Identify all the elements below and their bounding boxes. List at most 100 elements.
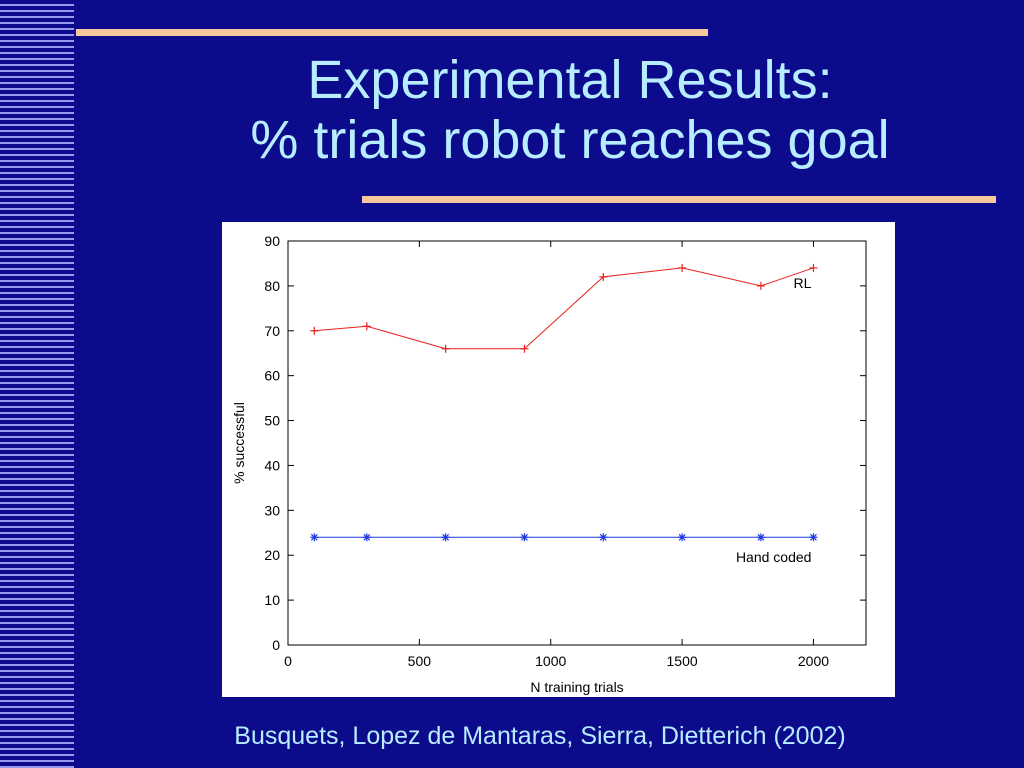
stripe: [0, 460, 74, 462]
stripe: [0, 454, 74, 456]
stripe: [0, 370, 74, 372]
stripe: [0, 352, 74, 354]
stripe: [0, 226, 74, 228]
stripe: [0, 394, 74, 396]
stripe: [0, 16, 74, 18]
stripe: [0, 766, 74, 768]
marker-stroke: [599, 533, 607, 541]
stripe: [0, 250, 74, 252]
stripe: [0, 430, 74, 432]
stripe: [0, 244, 74, 246]
stripe: [0, 310, 74, 312]
stripe: [0, 322, 74, 324]
stripe: [0, 658, 74, 660]
marker-stroke: [521, 533, 528, 541]
stripe: [0, 268, 74, 270]
y-tick-label: 60: [264, 368, 280, 384]
y-tick-label: 40: [264, 457, 280, 473]
data-point-hand-coded: [310, 533, 319, 542]
y-tick-label: 0: [272, 637, 280, 653]
stripe: [0, 376, 74, 378]
stripe: [0, 238, 74, 240]
y-tick-label: 90: [264, 233, 280, 249]
stripe: [0, 688, 74, 690]
stripe: [0, 700, 74, 702]
stripe: [0, 616, 74, 618]
stripe: [0, 46, 74, 48]
stripe: [0, 694, 74, 696]
title-line-1: Experimental Results:: [307, 50, 833, 110]
x-tick-label: 2000: [798, 653, 829, 669]
stripe: [0, 742, 74, 744]
stripe: [0, 574, 74, 576]
stripe: [0, 646, 74, 648]
stripe: [0, 580, 74, 582]
stripe: [0, 280, 74, 282]
stripe: [0, 214, 74, 216]
stripe: [0, 382, 74, 384]
stripe: [0, 436, 74, 438]
decorative-stripes: [0, 0, 74, 768]
line-chart: 0 10 20 30 40 50 60 70 80 90 0 500 1000 1500 2000 N tra…: [231, 233, 867, 695]
stripe: [0, 634, 74, 636]
stripe: [0, 538, 74, 540]
stripe: [0, 130, 74, 132]
stripe: [0, 100, 74, 102]
stripe: [0, 190, 74, 192]
stripe: [0, 106, 74, 108]
plot-frame: [287, 240, 867, 646]
stripe: [0, 754, 74, 756]
stripe: [0, 172, 74, 174]
y-tick-label: 30: [264, 502, 280, 518]
stripe: [0, 652, 74, 654]
data-point-rl: [441, 344, 450, 353]
stripe: [0, 556, 74, 558]
stripe: [0, 628, 74, 630]
stripe: [0, 58, 74, 60]
stripe: [0, 202, 74, 204]
stripe: [0, 232, 74, 234]
stripe: [0, 328, 74, 330]
y-tick-label: 10: [264, 592, 280, 608]
stripe: [0, 154, 74, 156]
data-point-hand-coded: [520, 533, 529, 542]
stripe: [0, 304, 74, 306]
stripe: [0, 286, 74, 288]
stripe: [0, 730, 74, 732]
stripe: [0, 466, 74, 468]
stripe: [0, 718, 74, 720]
stripe: [0, 340, 74, 342]
stripe: [0, 298, 74, 300]
stripe: [0, 472, 74, 474]
data-point-rl: [756, 281, 765, 290]
x-tick-label: 1500: [667, 653, 698, 669]
marker-stroke: [442, 533, 450, 541]
stripe: [0, 70, 74, 72]
data-point-rl: [809, 263, 818, 272]
stripe: [0, 478, 74, 480]
stripe: [0, 490, 74, 492]
stripe: [0, 592, 74, 594]
stripe: [0, 10, 74, 12]
stripe: [0, 544, 74, 546]
stripe: [0, 526, 74, 528]
stripe: [0, 118, 74, 120]
y-tick-label: 80: [264, 278, 280, 294]
stripe: [0, 418, 74, 420]
stripe: [0, 346, 74, 348]
stripe: [0, 256, 74, 258]
y-tick-label: 20: [264, 547, 280, 563]
stripe: [0, 568, 74, 570]
data-point-rl: [310, 326, 319, 335]
stripe: [0, 40, 74, 42]
stripe: [0, 124, 74, 126]
series-label-hand-coded: Hand coded: [736, 549, 812, 565]
stripe: [0, 4, 74, 6]
marker-stroke: [310, 533, 318, 541]
marker-stroke: [757, 533, 765, 541]
stripe: [0, 748, 74, 750]
slide-title: Experimental Results: % trials robot rea…: [170, 50, 970, 170]
stripe: [0, 604, 74, 606]
data-point-rl: [678, 263, 687, 272]
stripe: [0, 448, 74, 450]
